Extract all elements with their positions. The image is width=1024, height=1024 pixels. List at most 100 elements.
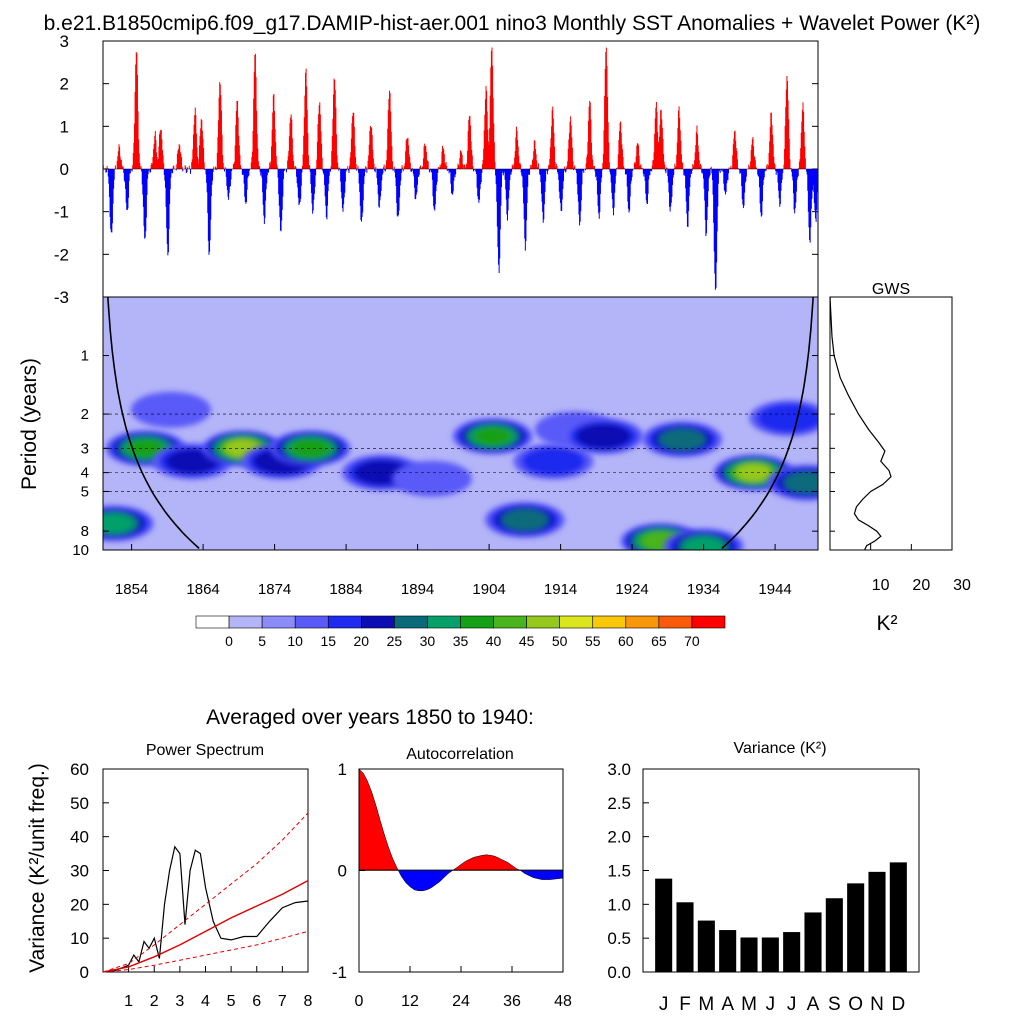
anomaly-bar (341, 169, 343, 209)
anomaly-bar (713, 169, 715, 252)
wavelet-blob (563, 418, 644, 455)
anomaly-bar (530, 164, 532, 169)
anomaly-bar (251, 151, 253, 169)
anomaly-bar (179, 152, 181, 169)
anomaly-bar (645, 169, 647, 201)
anomaly-bar (787, 100, 789, 169)
anomaly-bar (122, 167, 124, 169)
anomaly-bar (540, 169, 542, 194)
anomaly-bar (470, 141, 472, 169)
anomaly-bar (638, 145, 640, 169)
anomaly-bar (139, 163, 141, 169)
anomaly-bar (542, 169, 544, 212)
anomaly-bar (268, 167, 270, 169)
anomaly-bar (234, 145, 236, 169)
anomaly-bar (215, 166, 217, 169)
anomaly-bar (750, 161, 752, 169)
anomaly-bar (711, 169, 713, 181)
anomaly-bar (446, 169, 448, 172)
anomaly-bar (225, 167, 227, 169)
anomaly-bar (239, 154, 241, 169)
colorbar-swatch (327, 615, 362, 629)
anomaly-bar (754, 160, 756, 169)
anomaly-bar (469, 115, 471, 169)
anomaly-bar (405, 140, 407, 169)
wavelet-x-tick-label: 1924 (615, 581, 648, 598)
anomaly-bar (661, 127, 663, 169)
anomaly-bar (706, 169, 708, 220)
anomaly-bar (778, 169, 780, 191)
anomaly-bar (765, 169, 767, 171)
gws-panel: GWS 10 20 30 K² (829, 281, 971, 635)
ps-x-tick-label: 8 (304, 993, 313, 1010)
anomaly-bar (391, 161, 393, 169)
anomaly-bar (484, 99, 486, 169)
anomaly-bar (800, 148, 802, 169)
anomaly-bar (636, 145, 638, 169)
anomaly-bar (800, 132, 802, 169)
anomaly-bar (344, 169, 346, 193)
anomaly-bar (413, 169, 415, 177)
anomaly-bar (477, 169, 479, 197)
anomaly-bar (139, 167, 141, 169)
anomaly-bar (652, 160, 654, 169)
anomaly-bar (256, 110, 258, 169)
anomaly-bar (288, 136, 290, 169)
variance-x-tick-label: S (828, 994, 841, 1015)
anomaly-bar (299, 169, 301, 202)
anomaly-bar (180, 153, 182, 169)
anomaly-bar (258, 165, 260, 169)
anomaly-bar (630, 169, 632, 181)
wavelet-blob (103, 505, 154, 542)
anomaly-bar (638, 155, 640, 169)
anomaly-bar (155, 140, 157, 169)
anomaly-bar (259, 169, 261, 173)
anomaly-bar (149, 169, 151, 173)
anomaly-bar (779, 169, 781, 207)
anomaly-bar (719, 169, 721, 173)
anomaly-bar (583, 169, 585, 173)
anomaly-bar (546, 169, 548, 170)
anomaly-bar (257, 161, 259, 169)
anomaly-bar (629, 169, 631, 197)
anomaly-bar (407, 137, 409, 169)
anomaly-bar (717, 169, 719, 207)
anomaly-bar (384, 169, 386, 172)
colorbar-label: 10 (287, 633, 303, 649)
anomaly-bar (522, 169, 524, 188)
variance-x-tick-label: J (659, 994, 669, 1015)
anomaly-bar (436, 169, 438, 182)
anomaly-bar (722, 169, 724, 172)
anomaly-bar (372, 149, 374, 169)
ps-x-tick-label: 4 (201, 993, 210, 1010)
anomaly-bar (104, 168, 106, 169)
anomaly-bar (757, 169, 759, 177)
anomaly-bar (710, 167, 712, 169)
anomaly-bar (502, 169, 504, 176)
anomaly-bar (631, 169, 633, 178)
anomaly-bar (145, 169, 147, 232)
anomaly-bar (478, 169, 480, 200)
wavelet-blob (663, 528, 744, 550)
anomaly-bar (317, 124, 319, 169)
anomaly-bar (362, 169, 364, 201)
variance-bar (847, 883, 865, 972)
anomaly-bar (381, 169, 383, 181)
anomaly-bar (219, 82, 221, 169)
wavelet-x-tick-label: 1894 (401, 581, 434, 598)
anomaly-bar (803, 131, 805, 169)
anomaly-bar (472, 165, 474, 169)
anomaly-bar (226, 169, 228, 191)
anomaly-bar (262, 169, 264, 205)
anomaly-bar (222, 162, 224, 169)
anomaly-y-ticks: 3 2 1 0 -1 -2 -3 (54, 32, 818, 307)
variance-ticks: J F M A M J J A S O N D0.00.51.01.52.02.53.0 (607, 760, 905, 1015)
anomaly-bar (265, 169, 267, 201)
anomaly-bar (290, 117, 292, 169)
anomaly-bar (200, 128, 202, 169)
anomaly-bar (323, 169, 325, 175)
anomaly-bar (378, 169, 380, 207)
anomaly-bar (254, 53, 256, 169)
anomaly-bar (589, 100, 591, 169)
anomaly-bar (133, 123, 135, 169)
